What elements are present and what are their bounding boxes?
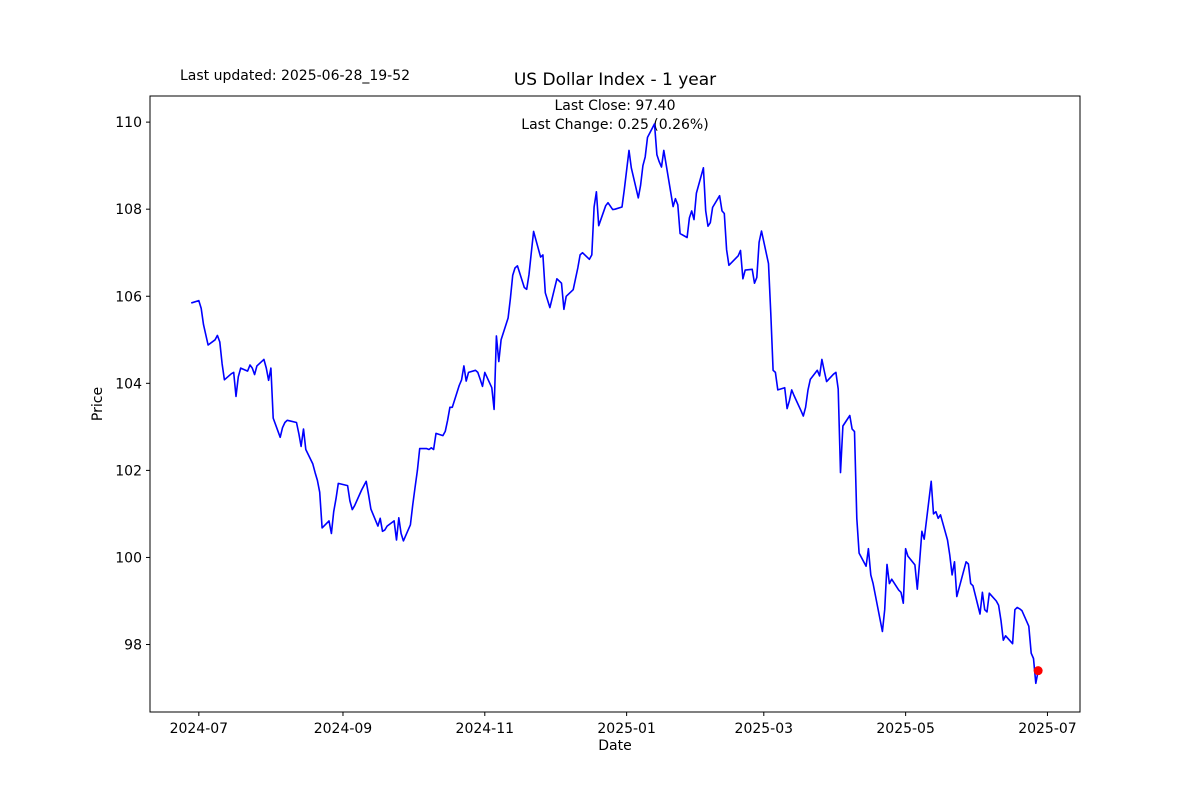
x-tick-label: 2025-05	[876, 721, 935, 737]
last-close-marker	[1033, 666, 1043, 676]
price-line	[191, 123, 1039, 685]
y-tick-label: 104	[115, 376, 142, 392]
axes-spines	[149, 95, 1081, 713]
x-tick-label: 2024-11	[456, 721, 515, 737]
x-tick-label: 2024-09	[314, 721, 373, 737]
x-axis-label: Date	[598, 738, 632, 754]
x-tick-label: 2025-03	[735, 721, 794, 737]
x-tick-label: 2025-01	[597, 721, 656, 737]
last-updated-text: Last updated: 2025-06-28_19-52	[180, 68, 411, 84]
last-change-text: Last Change: 0.25 (0.26%)	[521, 117, 709, 133]
last-close-text: Last Close: 97.40	[554, 98, 676, 114]
y-tick-label: 108	[115, 202, 142, 218]
chart-title: US Dollar Index - 1 year	[513, 70, 717, 90]
y-tick-label: 106	[115, 289, 142, 305]
y-tick-label: 110	[115, 115, 142, 131]
y-tick-label: 98	[124, 638, 142, 654]
annotation-block: Last Close: 97.40 Last Change: 0.25 (0.2…	[150, 97, 1080, 135]
x-tick-label: 2024-07	[170, 721, 229, 737]
y-tick-label: 100	[115, 550, 142, 566]
y-tick-label: 102	[115, 463, 142, 479]
x-tick-label: 2025-07	[1018, 721, 1077, 737]
